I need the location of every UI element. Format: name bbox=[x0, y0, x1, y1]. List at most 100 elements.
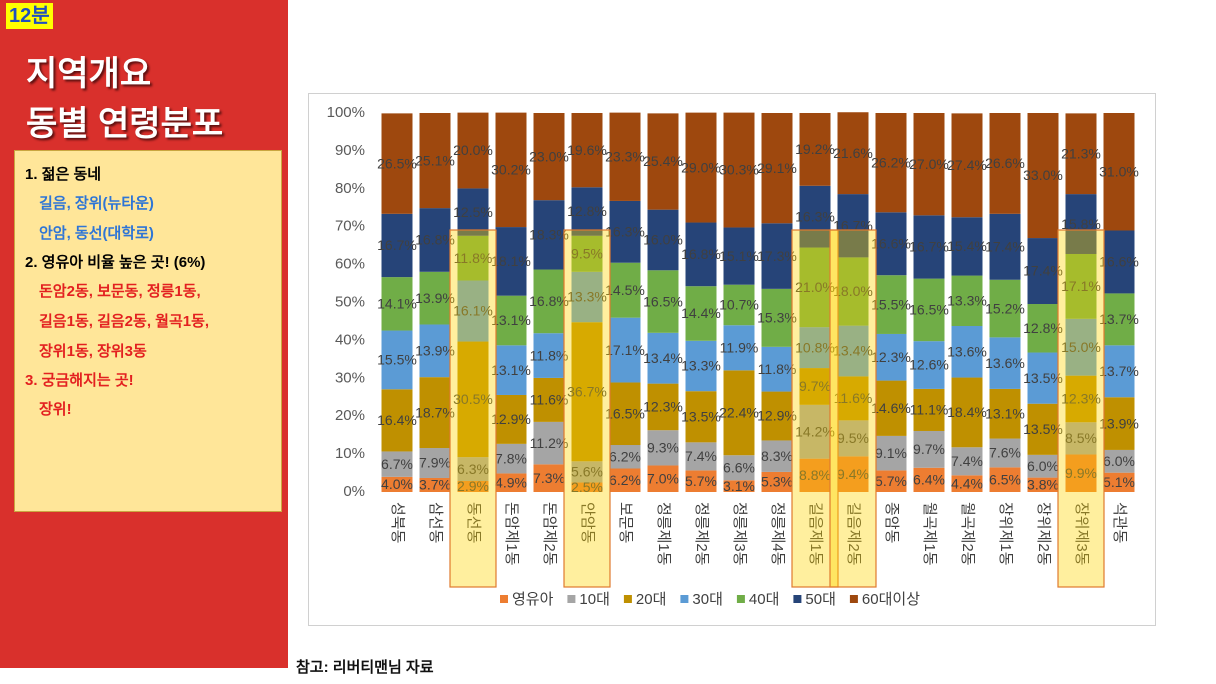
bar-segment bbox=[913, 278, 945, 342]
data-label: 5.6% bbox=[571, 464, 603, 480]
title: 동별 연령분포 bbox=[26, 105, 224, 143]
bar-segment bbox=[761, 223, 793, 289]
bar-segment bbox=[381, 476, 413, 492]
data-label: 16.0% bbox=[643, 232, 683, 248]
data-label: 22.4% bbox=[719, 404, 759, 420]
bar-segment bbox=[1065, 194, 1097, 254]
bar-segment bbox=[381, 389, 413, 452]
data-label: 6.0% bbox=[1103, 453, 1135, 469]
x-tick-label: 장위제1동 bbox=[997, 502, 1014, 566]
bar-segment bbox=[761, 471, 793, 492]
data-label: 14.1% bbox=[377, 296, 417, 312]
data-label: 8.3% bbox=[761, 448, 793, 464]
data-label: 9.5% bbox=[837, 430, 869, 446]
bar-segment bbox=[495, 473, 527, 492]
bar-segment bbox=[685, 222, 717, 287]
data-label: 6.0% bbox=[1027, 458, 1059, 474]
data-label: 11.9% bbox=[720, 339, 759, 355]
data-label: 5.3% bbox=[761, 474, 793, 490]
note-line: 장위! bbox=[39, 401, 72, 418]
data-label: 8.8% bbox=[799, 467, 831, 483]
data-label: 16.8% bbox=[415, 232, 455, 248]
data-label: 29.0% bbox=[681, 159, 721, 175]
data-label: 16.8% bbox=[529, 293, 569, 309]
data-label: 12.3% bbox=[871, 349, 911, 365]
bar-segment bbox=[951, 377, 983, 448]
data-label: 20.0% bbox=[453, 142, 493, 158]
data-label: 13.3% bbox=[681, 358, 721, 374]
x-tick-label: 정릉제2동 bbox=[693, 502, 710, 566]
data-label: 3.1% bbox=[723, 478, 755, 494]
bar-segment bbox=[571, 322, 603, 462]
bar-segment bbox=[1103, 113, 1135, 231]
bar-segment bbox=[1103, 472, 1135, 492]
x-tick-label: 길음제1동 bbox=[807, 502, 824, 566]
x-tick-label: 안암동 bbox=[579, 502, 596, 544]
bar-segment bbox=[913, 341, 945, 389]
data-label: 12.6% bbox=[909, 357, 949, 373]
data-label: 13.5% bbox=[1023, 370, 1063, 386]
data-label: 15.0% bbox=[1061, 339, 1101, 355]
data-label: 13.1% bbox=[491, 362, 531, 378]
bar-segment bbox=[685, 112, 717, 223]
data-label: 7.6% bbox=[989, 445, 1021, 461]
data-label: 26.6% bbox=[985, 155, 1025, 171]
data-label: 16.3% bbox=[795, 208, 835, 224]
bar-segment bbox=[647, 270, 679, 333]
data-label: 30.3% bbox=[719, 162, 759, 178]
bar-segment bbox=[609, 112, 641, 201]
y-tick-label: 30% bbox=[335, 369, 365, 386]
bar-segment bbox=[875, 470, 907, 492]
data-label: 6.4% bbox=[913, 472, 945, 488]
x-tick-label: 돈암제1동 bbox=[503, 502, 520, 566]
data-label: 15.5% bbox=[377, 352, 417, 368]
bar-segment bbox=[1027, 113, 1059, 239]
data-label: 11.8% bbox=[454, 250, 493, 266]
highlight-box bbox=[1057, 229, 1105, 588]
note-heading: 1. 젊은 동네 bbox=[25, 166, 102, 183]
data-label: 27.0% bbox=[909, 156, 949, 172]
bar-segment bbox=[419, 377, 451, 449]
data-label: 31.0% bbox=[1099, 163, 1139, 179]
bar-segment bbox=[609, 200, 641, 263]
bar-segment bbox=[647, 209, 679, 271]
y-tick-label: 0% bbox=[343, 483, 365, 500]
bar-segment bbox=[1103, 230, 1135, 294]
bar-segment bbox=[799, 247, 831, 328]
bar-segment bbox=[609, 445, 641, 469]
chart-frame bbox=[308, 93, 1156, 626]
data-label: 12.3% bbox=[1061, 391, 1101, 407]
note-line: 돈암2동, 보문동, 정릉1동, bbox=[39, 283, 201, 300]
data-label: 13.5% bbox=[681, 408, 721, 424]
data-label: 16.5% bbox=[605, 405, 645, 421]
bar-segment bbox=[533, 421, 565, 465]
data-label: 6.2% bbox=[609, 448, 641, 464]
note-line: 길음, 장위(뉴타운) bbox=[39, 195, 154, 212]
data-label: 9.4% bbox=[837, 466, 869, 482]
data-label: 13.5% bbox=[1023, 421, 1063, 437]
bar-segment bbox=[457, 481, 489, 492]
bar-segment bbox=[799, 327, 831, 369]
data-label: 21.0% bbox=[795, 279, 835, 295]
bar-segment bbox=[989, 113, 1021, 214]
data-label: 13.6% bbox=[985, 355, 1025, 371]
data-label: 13.3% bbox=[947, 292, 987, 308]
bar-segment bbox=[875, 333, 907, 381]
data-label: 14.6% bbox=[871, 400, 911, 416]
bar-segment bbox=[609, 468, 641, 492]
bar-segment bbox=[989, 467, 1021, 492]
x-tick-label: 장위제2동 bbox=[1035, 502, 1052, 566]
data-label: 21.3% bbox=[1061, 145, 1101, 161]
bar-segment bbox=[951, 113, 983, 218]
y-tick-label: 50% bbox=[335, 293, 365, 310]
bar-segment bbox=[913, 430, 945, 468]
data-label: 15.8% bbox=[1061, 216, 1101, 232]
data-label: 11.2% bbox=[530, 435, 569, 451]
bar-segment bbox=[571, 187, 603, 236]
bar-segment bbox=[1027, 352, 1059, 404]
data-label: 16.6% bbox=[1099, 254, 1139, 270]
bar-segment bbox=[495, 112, 527, 228]
bar-segment bbox=[1065, 318, 1097, 376]
bar-segment bbox=[533, 269, 565, 334]
